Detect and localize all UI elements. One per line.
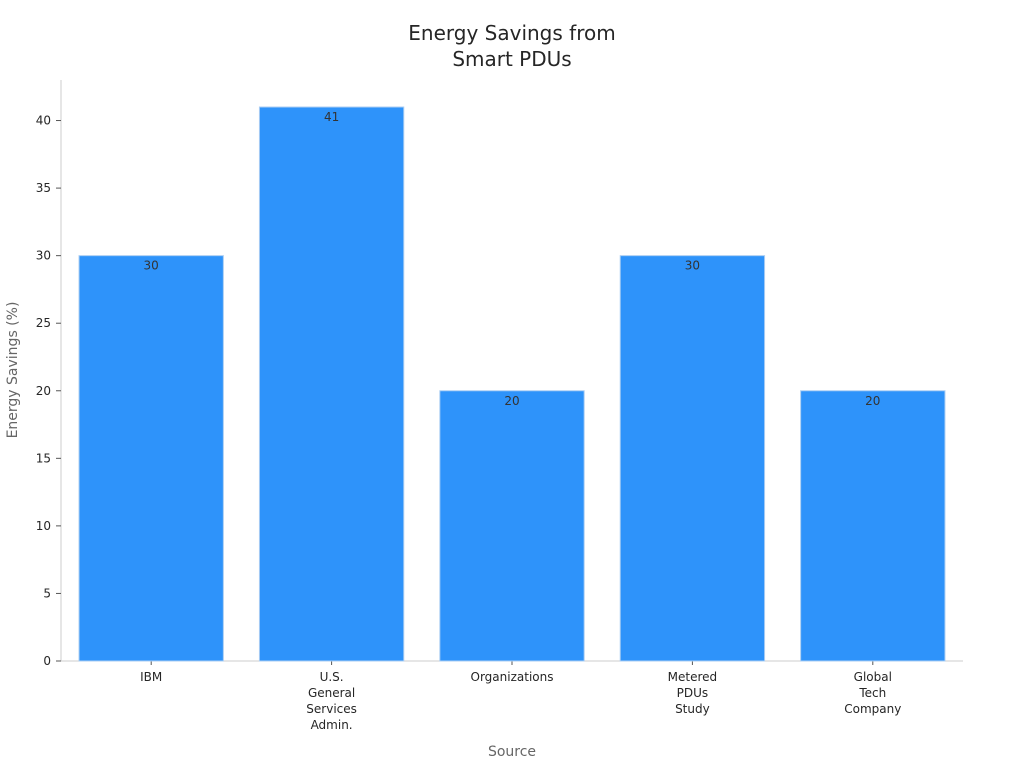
y-tick-label: 30	[36, 249, 51, 263]
data-labels: 30 41 20 30 20	[144, 110, 881, 408]
x-tick-label: Global Tech Company	[844, 670, 901, 716]
bar	[258, 106, 405, 662]
bar-value-label: 41	[324, 110, 339, 124]
x-tick-label: Organizations	[471, 670, 554, 684]
x-tick-label: IBM	[140, 670, 162, 684]
y-tick-label: 20	[36, 384, 51, 398]
bar-value-label: 30	[685, 259, 700, 273]
y-tick-label: 15	[36, 451, 51, 465]
chart-title-line: Energy Savings from	[408, 21, 615, 45]
y-tick-label: 5	[43, 586, 51, 600]
bar	[439, 390, 585, 662]
y-tick-label: 10	[36, 519, 51, 533]
bar-value-label: 20	[504, 394, 519, 408]
y-tick-label: 40	[36, 114, 51, 128]
y-axis: 0 5 10 15 20 25 30 35 40	[36, 80, 62, 668]
y-tick-label: 0	[43, 654, 51, 668]
x-tick-label: U.S. General Services Admin.	[306, 670, 357, 732]
y-tick-label: 35	[36, 181, 51, 195]
x-tick-label: Metered PDUs Study	[668, 670, 718, 716]
bar	[800, 390, 946, 662]
y-axis-title: Energy Savings (%)	[5, 302, 21, 439]
bar-value-label: 30	[144, 259, 159, 273]
x-axis-title: Source	[488, 744, 536, 760]
chart-title-line: Smart PDUs	[452, 47, 571, 71]
bar	[78, 255, 224, 662]
y-tick-label: 25	[36, 316, 51, 330]
bar	[619, 255, 766, 662]
x-axis: IBM U.S. General Services Admin. Organization…	[61, 660, 963, 732]
bar-value-label: 20	[865, 394, 880, 408]
bars	[78, 106, 946, 662]
